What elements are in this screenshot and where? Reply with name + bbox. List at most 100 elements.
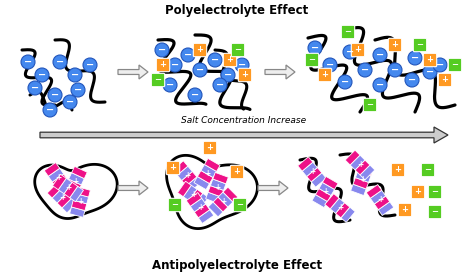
Polygon shape: [312, 195, 328, 208]
Polygon shape: [265, 65, 295, 79]
Polygon shape: [75, 187, 91, 197]
Circle shape: [193, 63, 207, 77]
Text: +: +: [394, 165, 401, 174]
Text: −: −: [56, 57, 64, 67]
Text: −: −: [411, 53, 419, 62]
Text: +: +: [159, 60, 166, 69]
Polygon shape: [374, 196, 390, 210]
FancyBboxPatch shape: [203, 141, 217, 155]
Circle shape: [155, 43, 169, 57]
Text: Antipolyelectrolyte Effect: Antipolyelectrolyte Effect: [152, 259, 322, 272]
Circle shape: [181, 48, 195, 62]
Polygon shape: [336, 203, 350, 218]
Circle shape: [208, 53, 222, 67]
Text: +: +: [392, 40, 399, 49]
Polygon shape: [358, 164, 374, 176]
Circle shape: [213, 78, 227, 92]
Circle shape: [68, 68, 82, 82]
FancyBboxPatch shape: [156, 58, 170, 72]
FancyBboxPatch shape: [363, 98, 377, 112]
Text: +: +: [322, 187, 328, 196]
Polygon shape: [47, 183, 62, 198]
Polygon shape: [351, 184, 366, 195]
Text: −: −: [71, 69, 79, 80]
Circle shape: [168, 58, 182, 72]
Polygon shape: [218, 192, 233, 207]
Text: +: +: [204, 169, 210, 178]
Text: +: +: [355, 45, 362, 54]
FancyBboxPatch shape: [168, 198, 182, 212]
Text: −: −: [235, 45, 241, 54]
Polygon shape: [311, 173, 327, 187]
Polygon shape: [213, 172, 228, 184]
Text: −: −: [361, 64, 369, 74]
Polygon shape: [353, 178, 369, 189]
Text: −: −: [341, 76, 349, 87]
Text: −: −: [408, 74, 416, 85]
Polygon shape: [190, 198, 206, 212]
Text: −: −: [24, 57, 32, 67]
Polygon shape: [341, 207, 355, 222]
Circle shape: [221, 68, 235, 82]
FancyBboxPatch shape: [193, 43, 207, 57]
Polygon shape: [378, 202, 394, 216]
Polygon shape: [70, 186, 83, 202]
FancyBboxPatch shape: [230, 165, 244, 179]
Polygon shape: [57, 193, 72, 208]
Polygon shape: [189, 189, 203, 205]
FancyBboxPatch shape: [388, 38, 401, 52]
Text: +: +: [190, 190, 196, 199]
Polygon shape: [206, 192, 221, 204]
Polygon shape: [72, 200, 87, 211]
Polygon shape: [118, 65, 148, 79]
Text: −: −: [238, 60, 246, 69]
Polygon shape: [322, 176, 338, 190]
Circle shape: [405, 73, 419, 87]
Circle shape: [388, 63, 402, 77]
Polygon shape: [195, 193, 209, 209]
Polygon shape: [223, 187, 238, 202]
Text: Polyelectrolyte Effect: Polyelectrolyte Effect: [165, 4, 309, 17]
FancyBboxPatch shape: [392, 163, 405, 177]
Polygon shape: [52, 188, 67, 203]
Polygon shape: [298, 157, 313, 171]
Polygon shape: [325, 194, 339, 209]
FancyBboxPatch shape: [166, 161, 180, 175]
Text: +: +: [197, 45, 203, 54]
Text: −: −: [196, 64, 204, 74]
FancyBboxPatch shape: [341, 25, 355, 39]
Text: −: −: [366, 100, 374, 109]
FancyBboxPatch shape: [233, 198, 246, 212]
Text: +: +: [65, 183, 71, 192]
Text: −: −: [216, 80, 224, 90]
FancyBboxPatch shape: [423, 53, 437, 67]
Text: −: −: [51, 90, 59, 99]
FancyBboxPatch shape: [413, 38, 427, 52]
Text: +: +: [72, 177, 78, 186]
Polygon shape: [52, 174, 68, 188]
FancyBboxPatch shape: [223, 53, 237, 67]
Circle shape: [308, 41, 322, 55]
Polygon shape: [370, 190, 386, 204]
Polygon shape: [178, 181, 191, 197]
Text: +: +: [337, 203, 343, 212]
Polygon shape: [35, 164, 117, 218]
Text: −: −: [345, 27, 352, 36]
Text: −: −: [376, 80, 384, 90]
Polygon shape: [166, 155, 257, 228]
Circle shape: [163, 78, 177, 92]
Text: −: −: [237, 200, 244, 209]
Text: −: −: [158, 45, 166, 55]
Text: −: −: [431, 207, 438, 216]
Polygon shape: [173, 161, 188, 175]
Polygon shape: [319, 183, 335, 195]
Text: −: −: [436, 60, 444, 69]
Text: +: +: [170, 163, 176, 172]
Polygon shape: [53, 174, 66, 190]
Circle shape: [423, 65, 437, 79]
Polygon shape: [315, 188, 331, 202]
Text: −: −: [452, 60, 458, 69]
Text: +: +: [241, 70, 248, 79]
Circle shape: [71, 83, 85, 97]
Polygon shape: [208, 186, 224, 197]
